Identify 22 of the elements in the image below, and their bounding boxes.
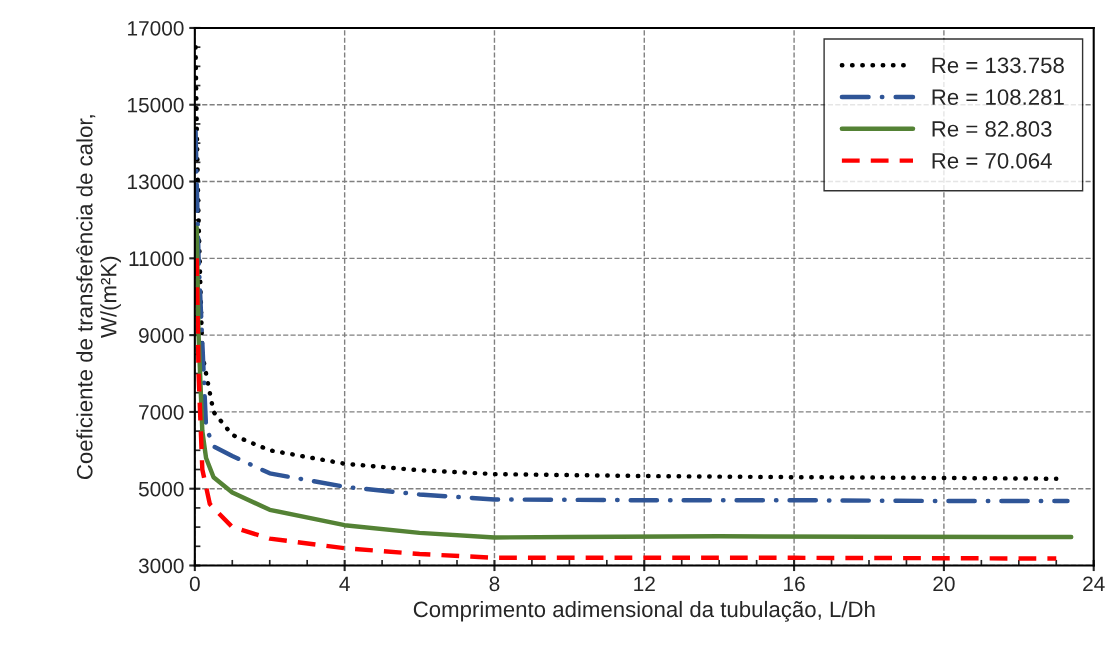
y-tick-label: 5000 <box>138 481 184 497</box>
x-axis-title: Comprimento adimensional da tubulação, L/Dh <box>413 600 875 622</box>
y-tick-label: 13000 <box>128 174 184 190</box>
x-tick-label: 12 <box>634 576 655 592</box>
legend-label: Re = 108.281 <box>932 89 1064 105</box>
x-tick-label: 4 <box>339 576 350 592</box>
x-tick-label: 16 <box>784 576 805 592</box>
y-tick-label: 7000 <box>139 404 184 420</box>
x-tick-label: 24 <box>1083 576 1105 592</box>
legend-label: Re = 70.064 <box>932 152 1052 169</box>
x-tick-label: 8 <box>489 576 500 592</box>
y-tick-label: 17000 <box>128 20 184 36</box>
x-tick-label: 20 <box>933 576 955 592</box>
y-axis-title: Coeficiente de transferência de calor, W/(m²K) <box>76 115 121 480</box>
y-tick-label: 11000 <box>129 251 184 267</box>
y-tick-label: 9000 <box>139 328 184 343</box>
x-tick-label: 0 <box>189 576 200 592</box>
legend-label: Re = 82.803 <box>932 121 1052 137</box>
y-tick-label: 3000 <box>138 558 184 574</box>
y-tick-label: 15000 <box>128 97 184 113</box>
line-series <box>194 256 1059 561</box>
legend-label: Re = 133.758 <box>932 57 1064 74</box>
